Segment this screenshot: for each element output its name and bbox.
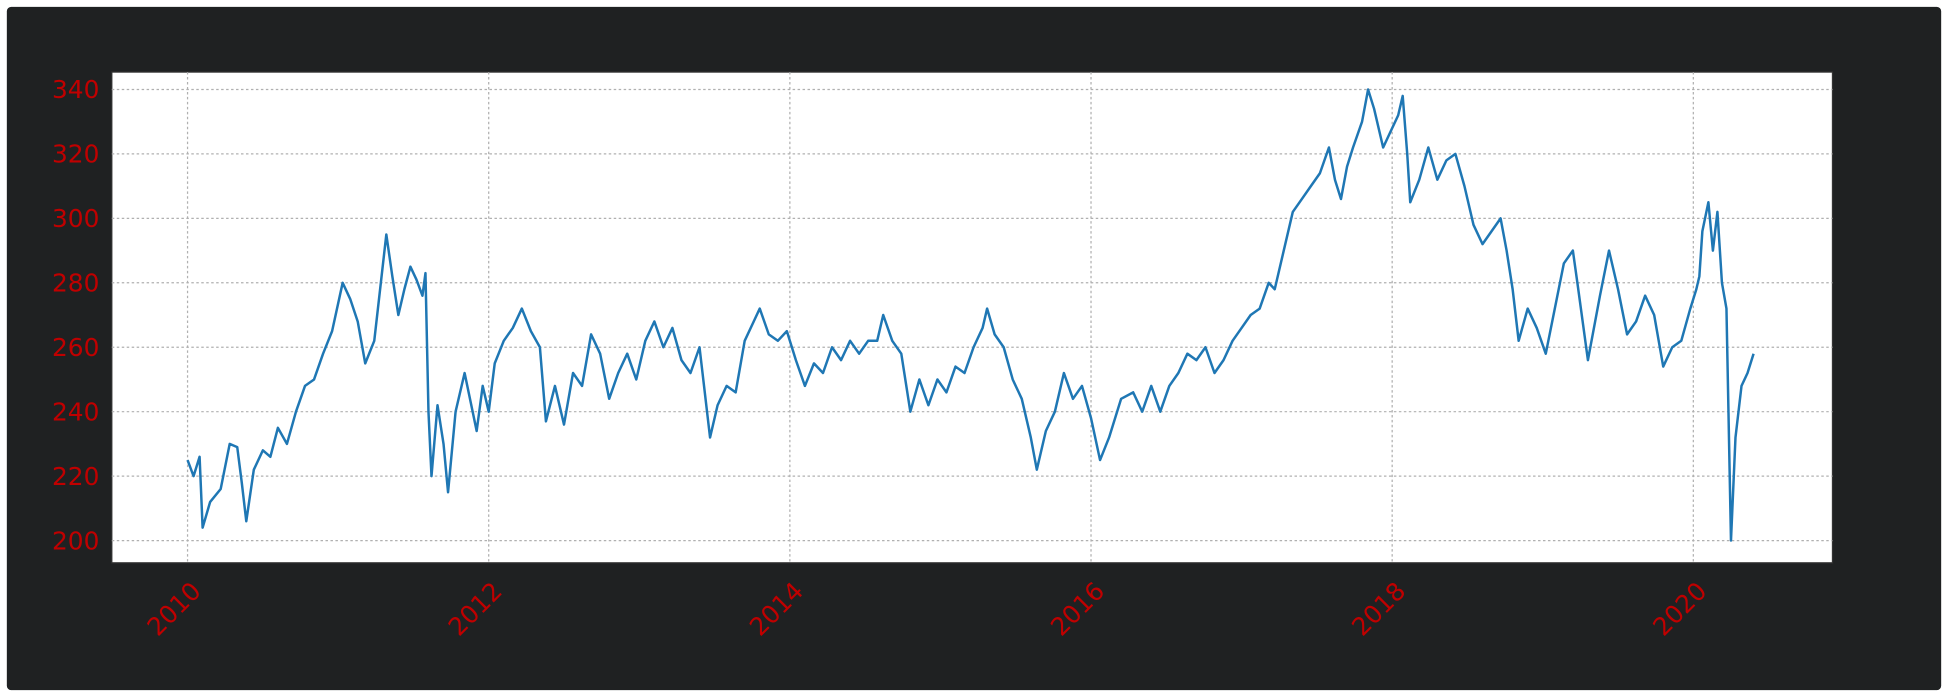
y-tick-label: 300 [52,204,99,233]
y-tick-label: 220 [52,462,99,491]
y-tick-label: 340 [52,75,99,104]
data-line [186,88,1755,542]
y-tick-label: 200 [52,526,99,555]
y-tick-label: 240 [52,397,99,426]
y-tick-label: 280 [52,269,99,298]
plot-area [111,71,1834,564]
y-tick-label: 260 [52,333,99,362]
y-tick-label: 320 [52,140,99,169]
